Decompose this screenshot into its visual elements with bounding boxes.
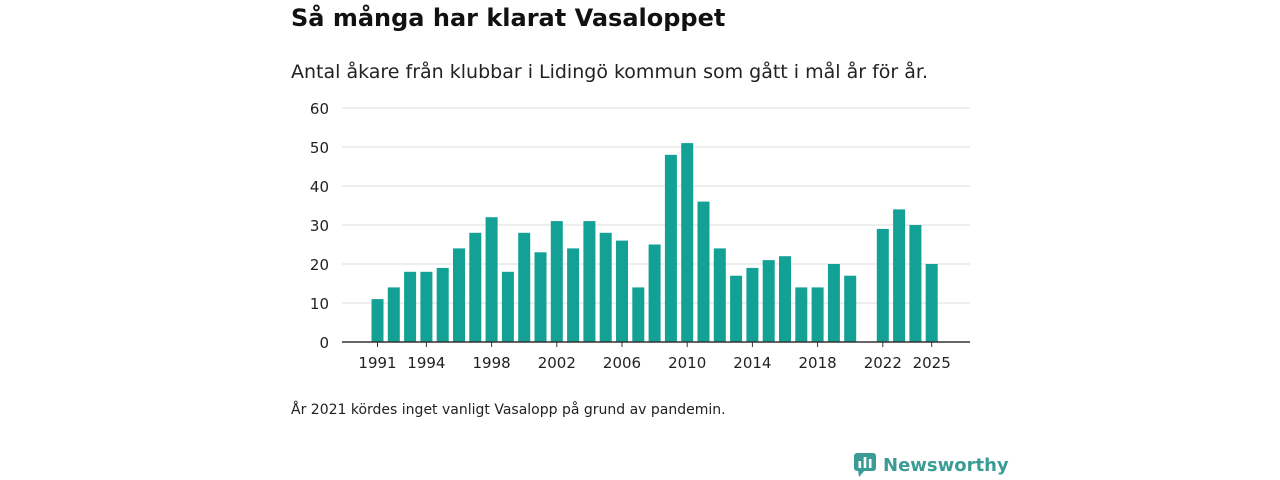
x-tick-label: 2022 <box>864 354 902 372</box>
bar-1998 <box>485 217 498 342</box>
bar-2013 <box>730 275 743 342</box>
bar-2019 <box>827 264 840 342</box>
bar-2007 <box>632 287 645 342</box>
bar-1996 <box>453 248 465 342</box>
x-tick-label: 2006 <box>603 354 641 372</box>
bar-2015 <box>762 260 775 342</box>
bar-2017 <box>795 287 808 342</box>
bar-2006 <box>616 240 628 342</box>
x-tick-label: 2014 <box>733 354 771 372</box>
x-tick-label: 1998 <box>473 354 511 372</box>
bar-2023 <box>893 209 906 342</box>
bar-1994 <box>420 271 433 342</box>
y-tick-label: 30 <box>310 217 329 235</box>
bars <box>371 143 938 342</box>
bar-1995 <box>436 267 449 342</box>
bar-2004 <box>583 221 596 342</box>
bar-2020 <box>844 275 857 342</box>
bar-2012 <box>713 248 726 342</box>
bar-1991 <box>371 299 384 342</box>
bar-2011 <box>697 201 710 342</box>
brand-name: Newsworthy <box>883 454 1009 476</box>
newsworthy-logo-icon <box>854 453 876 477</box>
bar-2002 <box>550 221 563 342</box>
y-tick-label: 10 <box>310 295 329 313</box>
bar-2000 <box>518 232 531 342</box>
bar-2003 <box>567 248 580 342</box>
x-axis-ticks: 1991 1994 1998 2002 2006 2010 2014 2018 2022 2025 <box>358 342 951 372</box>
bar-2022 <box>876 228 889 342</box>
x-tick-label: 2018 <box>799 354 837 372</box>
bar-1997 <box>469 232 482 342</box>
x-tick-label: 2025 <box>913 354 951 372</box>
chart-subtitle: Antal åkare från klubbar i Lidingö kommu… <box>291 61 928 83</box>
bar-2014 <box>746 267 759 342</box>
bar-1993 <box>404 271 417 342</box>
y-tick-label: 60 <box>310 100 329 118</box>
x-tick-label: 2002 <box>538 354 576 372</box>
y-axis-ticks: 0 10 20 30 40 50 60 <box>310 100 329 352</box>
x-tick-label: 2010 <box>668 354 706 372</box>
bar-2005 <box>599 232 612 342</box>
x-tick-label: 1994 <box>407 354 445 372</box>
bar-chart: 0 10 20 30 40 50 60 1991 1994 1998 2002 2006 2010 20… <box>310 100 970 372</box>
bar-2025 <box>925 264 938 342</box>
bar-2009 <box>664 154 677 342</box>
chart-title: Så många har klarat Vasaloppet <box>291 4 726 32</box>
bar-2016 <box>779 256 791 342</box>
bar-2010 <box>681 143 694 342</box>
y-tick-label: 20 <box>310 256 329 274</box>
bar-2018 <box>811 287 824 342</box>
newsworthy-brand: Newsworthy <box>853 452 1009 478</box>
footnote: År 2021 kördes inget vanligt Vasalopp på… <box>291 402 726 418</box>
y-tick-label: 40 <box>310 178 329 196</box>
bar-2024 <box>909 225 922 342</box>
y-tick-label: 0 <box>319 334 329 352</box>
x-tick-label: 1991 <box>358 354 396 372</box>
bar-1999 <box>501 271 514 342</box>
bar-2008 <box>648 244 661 342</box>
bar-2001 <box>534 252 547 342</box>
bar-1992 <box>387 287 400 342</box>
y-tick-label: 50 <box>310 139 329 157</box>
